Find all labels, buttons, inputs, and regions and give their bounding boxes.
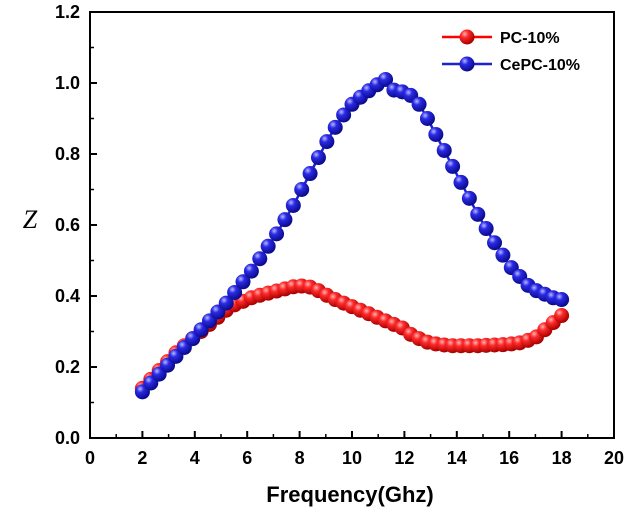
- data-point: [319, 134, 335, 150]
- data-point: [252, 251, 268, 267]
- data-point: [453, 174, 469, 190]
- y-tick-label: 0.4: [55, 286, 80, 306]
- data-point: [285, 197, 301, 213]
- legend: PC-10% CePC-10%: [442, 29, 580, 74]
- x-tick-label: 4: [190, 448, 200, 468]
- x-tick-label: 14: [447, 448, 467, 468]
- data-point: [487, 235, 503, 251]
- y-tick-label: 0.2: [55, 357, 80, 377]
- axes-layer: 0 2 4 6 8 10 12 14 16 18 20 0.0 0.2 0.4 0.6 0.8 1.0 1.2: [55, 2, 624, 468]
- data-point: [310, 150, 326, 166]
- data-point: [495, 247, 511, 263]
- y-tick-label: 0.0: [55, 428, 80, 448]
- data-point: [327, 119, 343, 135]
- data-point: [260, 238, 276, 254]
- data-point: [336, 107, 352, 123]
- data-point: [478, 221, 494, 237]
- x-tick-label: 12: [394, 448, 414, 468]
- legend-label: CePC-10%: [500, 57, 580, 74]
- legend-marker: [459, 29, 475, 45]
- data-point: [378, 71, 394, 87]
- data-point: [269, 226, 285, 242]
- legend-item: CePC-10%: [442, 56, 580, 74]
- x-tick-label: 8: [295, 448, 305, 468]
- data-point: [235, 274, 251, 290]
- data-point: [294, 182, 310, 197]
- data-point: [243, 263, 259, 279]
- data-point: [411, 96, 427, 112]
- legend-label: PC-10%: [500, 30, 560, 47]
- data-point: [554, 308, 570, 324]
- y-tick-label: 0.6: [55, 215, 80, 235]
- legend-item: PC-10%: [442, 29, 560, 47]
- plot-frame: [89, 11, 615, 439]
- data-point: [277, 212, 293, 228]
- data-point: [428, 126, 444, 142]
- x-tick-label: 0: [85, 448, 95, 468]
- data-point: [445, 158, 461, 174]
- y-axis-title: Z: [23, 205, 38, 234]
- data-point: [218, 295, 234, 311]
- y-tick-label: 0.8: [55, 144, 80, 164]
- legend-marker: [459, 56, 475, 72]
- series-layer: [134, 71, 570, 400]
- data-point: [302, 166, 318, 182]
- y-tick-label: 1.2: [55, 2, 80, 22]
- data-point: [461, 190, 477, 206]
- data-point: [436, 142, 452, 158]
- x-tick-label: 6: [242, 448, 252, 468]
- x-tick-label: 18: [552, 448, 572, 468]
- x-tick-label: 10: [342, 448, 362, 468]
- data-point: [419, 111, 435, 126]
- series-CePC-10%: [134, 71, 570, 400]
- x-axis-title: Frequency(Ghz): [266, 482, 433, 507]
- data-point: [470, 206, 486, 222]
- x-tick-label: 16: [499, 448, 519, 468]
- data-point: [554, 292, 570, 308]
- x-tick-label: 20: [604, 448, 624, 468]
- x-tick-label: 2: [137, 448, 147, 468]
- y-tick-label: 1.0: [55, 73, 80, 93]
- data-point: [227, 284, 243, 300]
